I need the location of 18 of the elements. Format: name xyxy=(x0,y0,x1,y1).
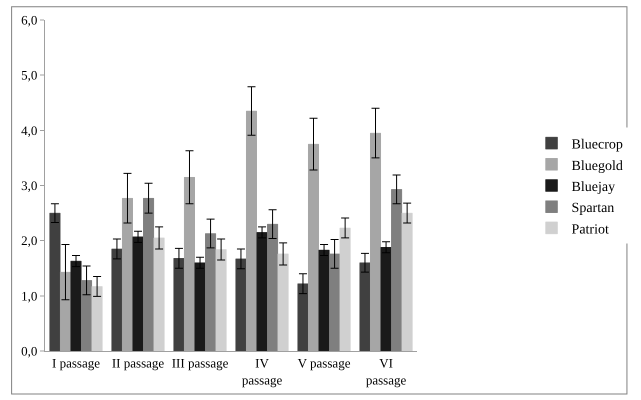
y-tick-label: 3,0 xyxy=(21,178,38,194)
legend-label: Bluejay xyxy=(572,180,616,195)
legend-label: Bluegold xyxy=(572,158,623,174)
x-tick-label: II passage xyxy=(112,356,164,371)
x-tick-label: VI passage xyxy=(366,356,406,388)
x-tick-label: I passage xyxy=(52,356,100,371)
x-tick-label: IV passage xyxy=(242,356,282,388)
x-tick-label: III passage xyxy=(172,356,229,371)
y-tick-label: 5,0 xyxy=(21,68,38,83)
y-tick-label: 6,0 xyxy=(21,12,38,28)
x-tick-label: V passage xyxy=(298,356,351,371)
legend-label: Patriot xyxy=(572,222,609,238)
y-tick-label: 4,0 xyxy=(21,122,38,138)
y-tick-label: 0,0 xyxy=(21,344,38,359)
legend-label: Bluecrop xyxy=(572,138,623,153)
y-tick-label: 2,0 xyxy=(21,233,38,248)
legend-label: Spartan xyxy=(572,201,614,216)
y-tick-label: 1,0 xyxy=(21,288,38,304)
